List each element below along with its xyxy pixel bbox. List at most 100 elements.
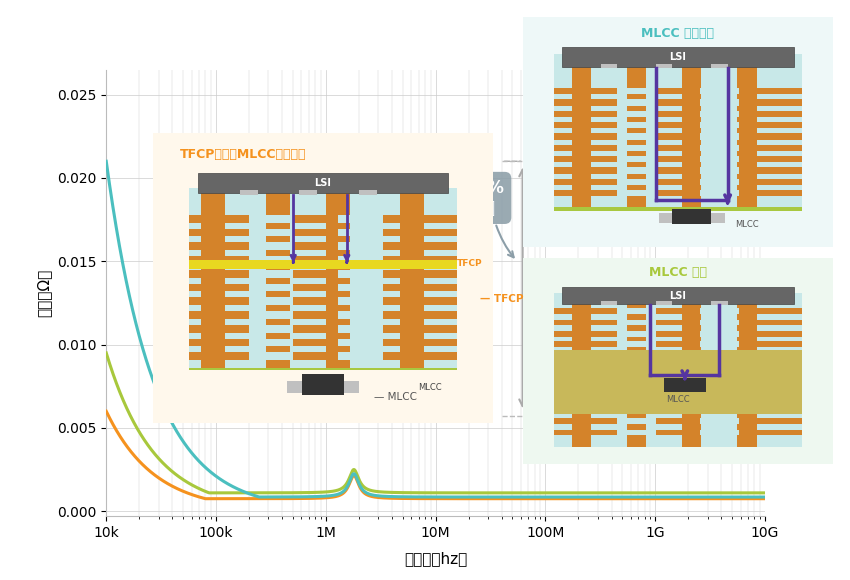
- Bar: [248, 311, 293, 319]
- Bar: [700, 144, 739, 151]
- Bar: [553, 133, 802, 140]
- Bar: [700, 320, 739, 325]
- Bar: [571, 293, 591, 350]
- Bar: [299, 190, 317, 195]
- Text: MLCC 表面贴装: MLCC 表面贴装: [642, 27, 714, 39]
- Bar: [337, 284, 382, 291]
- Bar: [700, 167, 739, 174]
- Bar: [337, 215, 382, 223]
- Bar: [700, 99, 739, 106]
- Text: MLCC 内置: MLCC 内置: [649, 266, 707, 280]
- Bar: [711, 213, 725, 223]
- Bar: [562, 48, 794, 67]
- Text: TFCP内置＋MLCC表面贴装: TFCP内置＋MLCC表面贴装: [180, 148, 307, 161]
- Bar: [189, 298, 456, 305]
- Bar: [553, 331, 802, 337]
- Text: LSI: LSI: [670, 291, 686, 301]
- Bar: [337, 242, 382, 250]
- Bar: [337, 256, 382, 264]
- Bar: [700, 418, 739, 424]
- Bar: [737, 414, 757, 447]
- Bar: [553, 100, 802, 105]
- Text: MLCC: MLCC: [666, 395, 689, 404]
- Bar: [189, 270, 456, 278]
- Bar: [248, 339, 293, 346]
- Bar: [553, 144, 802, 151]
- Bar: [337, 298, 382, 305]
- Bar: [553, 190, 802, 197]
- Bar: [617, 99, 655, 106]
- Bar: [626, 54, 646, 208]
- Text: LSI: LSI: [670, 52, 686, 63]
- Bar: [562, 287, 794, 304]
- Bar: [248, 270, 293, 278]
- Text: — TFCP: — TFCP: [480, 293, 524, 304]
- Bar: [553, 156, 802, 162]
- Bar: [700, 122, 739, 128]
- Bar: [553, 111, 802, 116]
- Bar: [700, 331, 739, 337]
- Bar: [189, 325, 456, 332]
- Bar: [240, 190, 258, 195]
- X-axis label: 周波数［hz］: 周波数［hz］: [404, 551, 468, 566]
- FancyBboxPatch shape: [146, 128, 500, 429]
- Bar: [672, 209, 711, 224]
- Bar: [337, 311, 382, 319]
- Bar: [617, 430, 655, 435]
- Bar: [400, 188, 424, 369]
- Bar: [267, 188, 291, 369]
- Bar: [248, 325, 293, 332]
- Bar: [700, 156, 739, 162]
- Bar: [553, 414, 802, 447]
- Bar: [553, 54, 802, 208]
- Bar: [617, 156, 655, 162]
- Bar: [337, 325, 382, 332]
- Bar: [700, 111, 739, 117]
- Bar: [326, 188, 349, 369]
- Bar: [248, 284, 293, 291]
- FancyBboxPatch shape: [517, 13, 839, 251]
- Bar: [617, 111, 655, 117]
- Text: — MLCC: — MLCC: [374, 392, 417, 403]
- Bar: [682, 54, 701, 208]
- Bar: [337, 270, 382, 278]
- Bar: [700, 430, 739, 435]
- Bar: [571, 54, 591, 208]
- Bar: [248, 353, 293, 360]
- Bar: [617, 309, 655, 314]
- Bar: [248, 256, 293, 264]
- Bar: [571, 414, 591, 447]
- Bar: [553, 157, 802, 162]
- Bar: [711, 301, 728, 306]
- Bar: [682, 414, 701, 447]
- Bar: [655, 64, 672, 68]
- Bar: [700, 341, 739, 347]
- Bar: [189, 311, 456, 319]
- Bar: [189, 229, 456, 236]
- Bar: [617, 88, 655, 95]
- Bar: [617, 167, 655, 174]
- Bar: [201, 188, 224, 369]
- Bar: [553, 418, 802, 424]
- Bar: [737, 54, 757, 208]
- Bar: [682, 293, 701, 350]
- Bar: [553, 179, 802, 185]
- Bar: [343, 380, 359, 393]
- Bar: [337, 229, 382, 236]
- Bar: [189, 242, 456, 250]
- Bar: [553, 430, 802, 435]
- Bar: [659, 213, 672, 223]
- Bar: [553, 146, 802, 150]
- Y-axis label: 阻抗［Ω］: 阻抗［Ω］: [37, 269, 52, 317]
- Bar: [553, 89, 802, 93]
- Bar: [189, 284, 456, 291]
- Bar: [553, 191, 802, 195]
- Bar: [617, 341, 655, 347]
- Bar: [617, 190, 655, 197]
- Bar: [626, 293, 646, 350]
- Bar: [198, 173, 448, 193]
- Text: TFCP: TFCP: [456, 259, 483, 269]
- Bar: [189, 353, 456, 360]
- Bar: [553, 207, 802, 211]
- Bar: [617, 133, 655, 140]
